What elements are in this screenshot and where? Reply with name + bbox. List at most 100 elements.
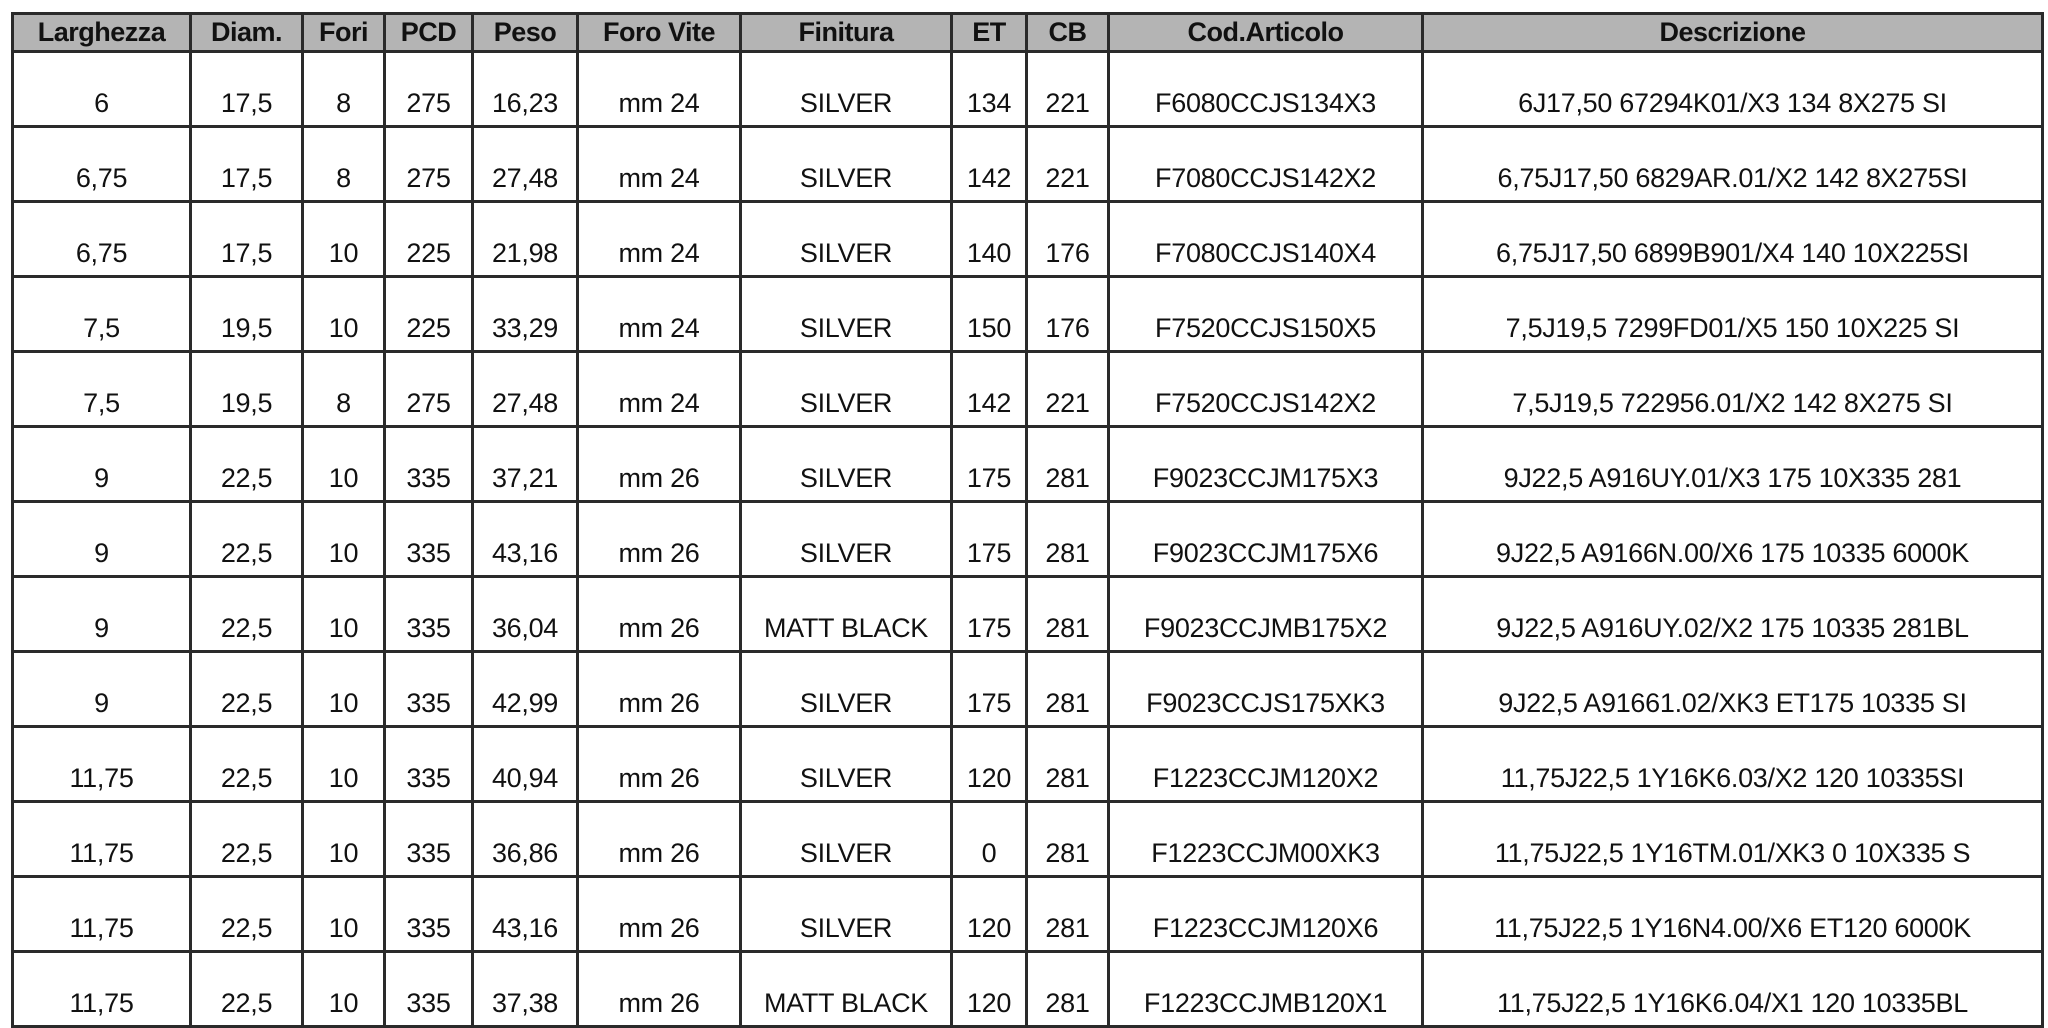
column-header-descrizione: Descrizione — [1421, 12, 2044, 53]
cell-cb: 176 — [1025, 275, 1110, 353]
cell-cb: 281 — [1025, 650, 1110, 728]
table-row: 11,75 22,5 10 335 40,94 mm 26 SILVER 120 281 F122… — [11, 725, 2044, 803]
cell-larghezza: 11,75 — [11, 800, 192, 878]
cell-diam: 17,5 — [189, 200, 304, 278]
cell-fori: 8 — [301, 125, 386, 203]
cell-foro-vite: mm 24 — [576, 125, 742, 203]
cell-cod-articolo: F1223CCJMB120X1 — [1107, 950, 1424, 1028]
cell-foro-vite: mm 24 — [576, 350, 742, 428]
cell-peso: 36,86 — [471, 800, 579, 878]
cell-cod-articolo: F1223CCJM00XK3 — [1107, 800, 1424, 878]
cell-cod-articolo: F7080CCJS142X2 — [1107, 125, 1424, 203]
cell-finitura: SILVER — [739, 350, 953, 428]
cell-et: 140 — [950, 200, 1028, 278]
cell-finitura: SILVER — [739, 425, 953, 503]
cell-pcd: 225 — [383, 275, 474, 353]
cell-peso: 36,04 — [471, 575, 579, 653]
cell-fori: 10 — [301, 200, 386, 278]
cell-peso: 27,48 — [471, 125, 579, 203]
cell-pcd: 225 — [383, 200, 474, 278]
cell-cod-articolo: F1223CCJM120X6 — [1107, 875, 1424, 953]
cell-foro-vite: mm 26 — [576, 725, 742, 803]
cell-descrizione: 9J22,5 A916UY.01/X3 175 10X335 281 — [1421, 425, 2044, 503]
cell-pcd: 335 — [383, 425, 474, 503]
column-header-finitura: Finitura — [739, 12, 953, 53]
cell-peso: 40,94 — [471, 725, 579, 803]
cell-fori: 10 — [301, 275, 386, 353]
cell-peso: 43,16 — [471, 500, 579, 578]
cell-larghezza: 11,75 — [11, 725, 192, 803]
cell-larghezza: 7,5 — [11, 350, 192, 428]
cell-et: 0 — [950, 800, 1028, 878]
cell-cb: 176 — [1025, 200, 1110, 278]
cell-diam: 22,5 — [189, 650, 304, 728]
cell-pcd: 335 — [383, 575, 474, 653]
cell-pcd: 335 — [383, 650, 474, 728]
column-header-pcd: PCD — [383, 12, 474, 53]
cell-cod-articolo: F7520CCJS150X5 — [1107, 275, 1424, 353]
table-row: 9 22,5 10 335 42,99 mm 26 SILVER 175 281 F9023CCJ… — [11, 650, 2044, 728]
cell-peso: 33,29 — [471, 275, 579, 353]
cell-cod-articolo: F6080CCJS134X3 — [1107, 50, 1424, 128]
cell-et: 175 — [950, 650, 1028, 728]
cell-larghezza: 6,75 — [11, 200, 192, 278]
column-header-cb: CB — [1025, 12, 1110, 53]
cell-diam: 22,5 — [189, 875, 304, 953]
cell-et: 142 — [950, 125, 1028, 203]
table-header: Larghezza Diam. Fori PCD Peso Foro Vite Finitu… — [11, 12, 2044, 53]
cell-cod-articolo: F9023CCJM175X6 — [1107, 500, 1424, 578]
cell-finitura: MATT BLACK — [739, 575, 953, 653]
cell-finitura: SILVER — [739, 275, 953, 353]
table-row: 11,75 22,5 10 335 36,86 mm 26 SILVER 0 281 F1223C… — [11, 800, 2044, 878]
cell-foro-vite: mm 26 — [576, 875, 742, 953]
cell-descrizione: 6,75J17,50 6899B901/X4 140 10X225SI — [1421, 200, 2044, 278]
cell-cb: 281 — [1025, 725, 1110, 803]
cell-pcd: 335 — [383, 875, 474, 953]
cell-peso: 27,48 — [471, 350, 579, 428]
table-body: 6 17,5 8 275 16,23 mm 24 SILVER 134 221 F6080CCJS… — [11, 50, 2044, 1028]
table-row: 9 22,5 10 335 37,21 mm 26 SILVER 175 281 F9023CCJ… — [11, 425, 2044, 503]
cell-larghezza: 9 — [11, 575, 192, 653]
cell-finitura: SILVER — [739, 875, 953, 953]
cell-finitura: SILVER — [739, 200, 953, 278]
cell-diam: 22,5 — [189, 425, 304, 503]
cell-peso: 43,16 — [471, 875, 579, 953]
cell-larghezza: 11,75 — [11, 950, 192, 1028]
cell-diam: 17,5 — [189, 125, 304, 203]
cell-cb: 221 — [1025, 125, 1110, 203]
table-row: 6,75 17,5 10 225 21,98 mm 24 SILVER 140 176 F7080… — [11, 200, 2044, 278]
cell-fori: 10 — [301, 950, 386, 1028]
cell-fori: 10 — [301, 875, 386, 953]
cell-descrizione: 11,75J22,5 1Y16K6.04/X1 120 10335BL — [1421, 950, 2044, 1028]
column-header-cod-articolo: Cod.Articolo — [1107, 12, 1424, 53]
table-row: 11,75 22,5 10 335 43,16 mm 26 SILVER 120 281 F122… — [11, 875, 2044, 953]
cell-diam: 22,5 — [189, 500, 304, 578]
cell-pcd: 335 — [383, 725, 474, 803]
cell-descrizione: 7,5J19,5 722956.01/X2 142 8X275 SI — [1421, 350, 2044, 428]
cell-finitura: MATT BLACK — [739, 950, 953, 1028]
cell-et: 120 — [950, 950, 1028, 1028]
cell-diam: 22,5 — [189, 725, 304, 803]
column-header-diam: Diam. — [189, 12, 304, 53]
column-header-fori: Fori — [301, 12, 386, 53]
cell-pcd: 275 — [383, 350, 474, 428]
cell-diam: 22,5 — [189, 950, 304, 1028]
cell-foro-vite: mm 24 — [576, 200, 742, 278]
cell-et: 120 — [950, 875, 1028, 953]
cell-pcd: 335 — [383, 800, 474, 878]
cell-descrizione: 6,75J17,50 6829AR.01/X2 142 8X275SI — [1421, 125, 2044, 203]
cell-fori: 10 — [301, 500, 386, 578]
cell-foro-vite: mm 24 — [576, 50, 742, 128]
cell-fori: 10 — [301, 425, 386, 503]
cell-fori: 8 — [301, 50, 386, 128]
cell-larghezza: 9 — [11, 650, 192, 728]
cell-diam: 22,5 — [189, 800, 304, 878]
cell-fori: 10 — [301, 575, 386, 653]
cell-et: 120 — [950, 725, 1028, 803]
cell-finitura: SILVER — [739, 800, 953, 878]
cell-cb: 281 — [1025, 875, 1110, 953]
cell-diam: 19,5 — [189, 275, 304, 353]
column-header-et: ET — [950, 12, 1028, 53]
table-row: 7,5 19,5 8 275 27,48 mm 24 SILVER 142 221 F7520CC… — [11, 350, 2044, 428]
cell-descrizione: 9J22,5 A916UY.02/X2 175 10335 281BL — [1421, 575, 2044, 653]
